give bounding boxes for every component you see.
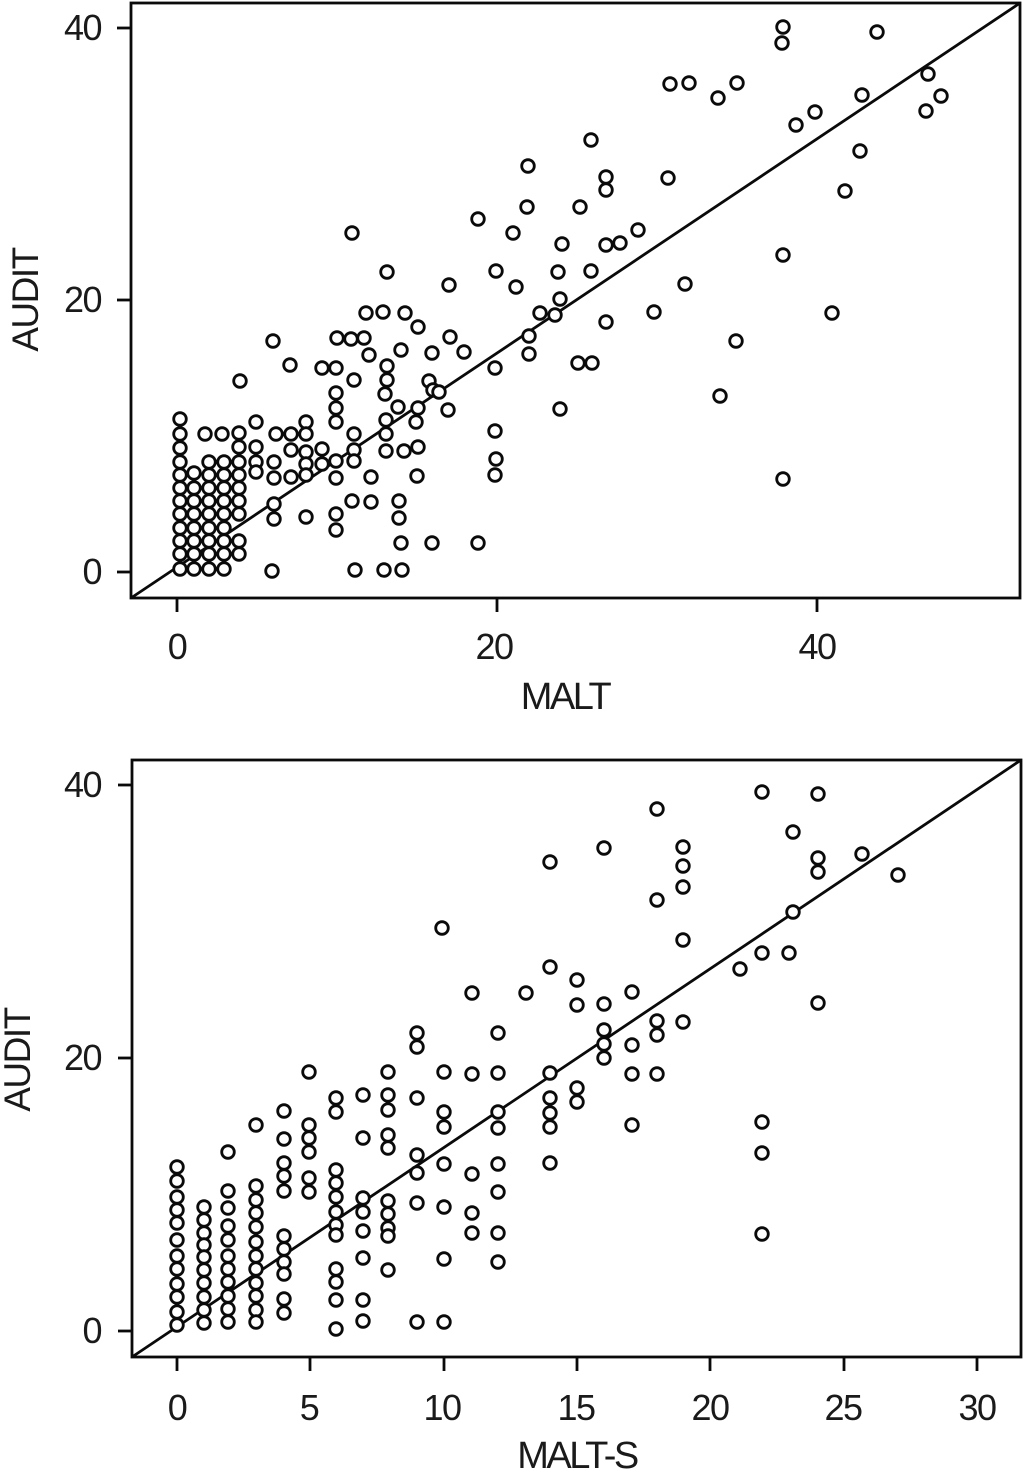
svg-text:AUDIT: AUDIT <box>0 1007 38 1111</box>
svg-text:30: 30 <box>958 1387 996 1428</box>
svg-text:MALT-S: MALT-S <box>517 1435 638 1477</box>
svg-text:40: 40 <box>64 7 102 48</box>
svg-text:MALT: MALT <box>521 676 612 718</box>
svg-text:40: 40 <box>64 764 102 805</box>
svg-text:20: 20 <box>64 279 102 320</box>
svg-text:15: 15 <box>557 1387 595 1428</box>
svg-text:5: 5 <box>300 1387 319 1428</box>
svg-text:20: 20 <box>691 1387 729 1428</box>
svg-text:10: 10 <box>423 1387 461 1428</box>
svg-text:0: 0 <box>82 1310 101 1351</box>
svg-text:20: 20 <box>64 1037 102 1078</box>
svg-text:AUDIT: AUDIT <box>5 247 46 351</box>
svg-text:0: 0 <box>168 626 187 667</box>
svg-text:20: 20 <box>475 626 513 667</box>
svg-text:0: 0 <box>82 551 101 592</box>
svg-text:25: 25 <box>824 1387 862 1428</box>
svg-text:0: 0 <box>168 1387 187 1428</box>
svg-text:40: 40 <box>798 626 836 667</box>
